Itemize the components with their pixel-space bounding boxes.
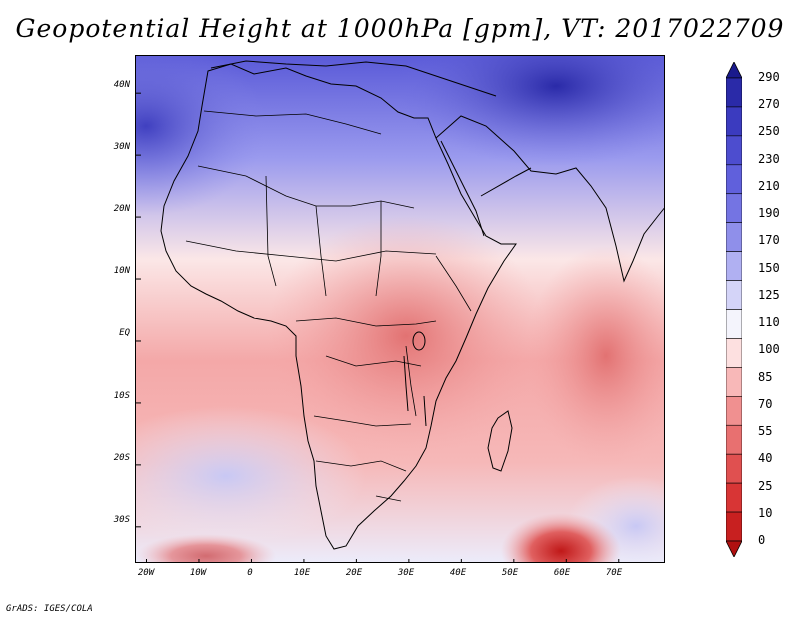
colorbar-segment (726, 193, 742, 223)
x-tick-label-0: 0 (247, 568, 253, 578)
coastlines (160, 60, 664, 550)
colorbar-segment (726, 424, 742, 455)
colorbar-segment (726, 309, 742, 339)
colorbar-segment (726, 396, 742, 426)
colorbar-label: 230 (758, 151, 780, 166)
colorbar-segment (726, 482, 742, 513)
map-svg (136, 56, 664, 562)
lakes (403, 331, 427, 427)
colorbar-label: 55 (758, 424, 773, 439)
lake-tanganyika (403, 355, 409, 412)
colorbar-segment (726, 251, 742, 281)
colorbar-label: 85 (758, 369, 773, 384)
border-mali-niger (265, 175, 277, 287)
colorbar-label: 250 (758, 124, 780, 139)
colorbar-segment (726, 77, 742, 108)
low-height-southwest (136, 534, 276, 562)
x-tick-label-20e: 20E (345, 568, 363, 578)
chart-title: Geopotential Height at 1000hPa [gpm], VT… (15, 14, 785, 43)
x-tick-label-10w: 10W (189, 568, 207, 578)
map-plot (135, 55, 665, 563)
colorbar-label: 70 (758, 396, 773, 411)
y-tick-label-30s: 30S (113, 515, 130, 525)
lake-malawi (423, 395, 427, 427)
border-south-africa (375, 495, 402, 502)
colorbar-label: 25 (758, 478, 773, 493)
colorbar-segment (726, 135, 742, 166)
y-tick-label-40n: 40N (113, 80, 130, 90)
colorbar-label: 290 (758, 70, 780, 84)
lake-victoria (412, 331, 426, 351)
africa-coastline (160, 63, 517, 550)
y-tick-label-30n: 30N (113, 142, 130, 152)
y-tick-label-eq: EQ (119, 328, 130, 338)
border-angola-zambia (313, 415, 412, 427)
asia-coastline (435, 115, 664, 283)
x-tick-label-20w: 20W (137, 568, 155, 578)
colorbar-segment (726, 338, 742, 368)
colorbar-label: 190 (758, 206, 780, 221)
high-pressure-northeast (396, 56, 664, 166)
colorbar-segment (726, 280, 742, 310)
low-height-south-of-madagascar (501, 513, 621, 562)
y-tick-label-20n: 20N (113, 204, 130, 214)
colorbar-segment (726, 453, 742, 484)
border-horn-africa (435, 255, 472, 312)
colorbar (726, 62, 742, 557)
border-north-africa (203, 110, 382, 135)
colorbar-label: 40 (758, 451, 773, 466)
border-east-africa (405, 345, 417, 417)
border-libya-sudan (375, 201, 382, 297)
colorbar-label: 270 (758, 97, 780, 112)
colorbar-label: 150 (758, 260, 780, 275)
x-tick-label-60e: 60E (553, 568, 571, 578)
y-tick-label-10s: 10S (113, 391, 130, 401)
border-sahel (185, 240, 437, 262)
colorbar-label: 125 (758, 287, 780, 302)
colorbar-label: 170 (758, 233, 780, 248)
madagascar-coastline (487, 410, 513, 472)
colorbar-label: 10 (758, 505, 773, 520)
y-tick-label-10n: 10N (113, 266, 130, 276)
colorbar-label: 0 (758, 533, 766, 547)
map-gridline-ticks (136, 92, 620, 562)
colorbar-label: 110 (758, 315, 780, 330)
border-namibia-botswana (315, 460, 407, 472)
colorbar-segment (726, 511, 742, 542)
x-tick-label-40e: 40E (449, 568, 467, 578)
red-sea-coast (440, 140, 485, 237)
credit-text: GrADS: IGES/COLA (6, 604, 93, 614)
colorbar-segment (726, 164, 742, 195)
low-height-indian-ocean (526, 246, 664, 466)
colorbar-label: 100 (758, 342, 780, 357)
mediterranean-north-coast (210, 60, 497, 97)
x-tick-label-30e: 30E (397, 568, 415, 578)
x-tick-label-10e: 10E (293, 568, 311, 578)
colorbar-bottom-arrow (726, 540, 742, 557)
colorbar-label: 210 (758, 178, 780, 193)
colorbar-top-arrow (726, 62, 742, 79)
x-tick-label-50e: 50E (501, 568, 519, 578)
colorbar-segment (726, 222, 742, 252)
high-pressure-northwest (136, 56, 266, 216)
colorbar-segment (726, 367, 742, 397)
arabian-peninsula-coast (480, 167, 532, 197)
y-tick-label-20s: 20S (113, 453, 130, 463)
low-height-central-africa (266, 216, 546, 456)
colorbar-segment (726, 106, 742, 137)
border-central (295, 317, 437, 327)
x-tick-label-70e: 70E (605, 568, 623, 578)
country-borders (185, 110, 472, 502)
border-niger-chad (315, 205, 327, 297)
